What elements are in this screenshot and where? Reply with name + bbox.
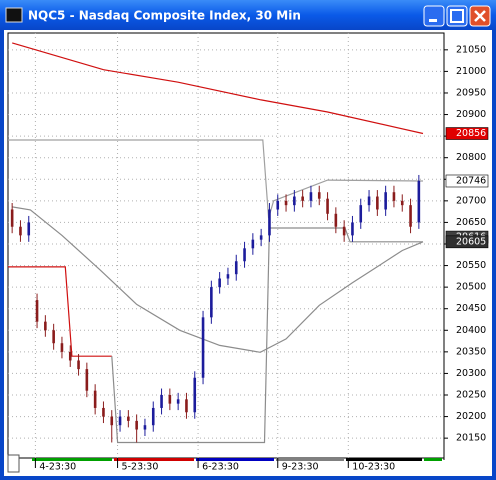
timeline-bar <box>32 458 442 461</box>
candle-body <box>68 351 72 361</box>
candle-body <box>35 300 39 322</box>
candle-body <box>284 200 288 206</box>
candle-body <box>176 399 180 404</box>
maximize-button[interactable] <box>446 5 468 27</box>
candle-body <box>367 196 371 206</box>
y-tick-label: 20200 <box>456 411 486 422</box>
y-tick-label: 21000 <box>456 66 486 77</box>
candle-body <box>243 248 246 262</box>
candle-body <box>259 235 263 240</box>
candle-body <box>326 198 329 214</box>
candle-body <box>44 321 47 331</box>
candle-body <box>102 407 105 417</box>
plot-area <box>7 32 445 459</box>
x-tick-label: 9-23:30 <box>282 462 319 473</box>
scroll-box[interactable] <box>7 454 20 473</box>
candle-body <box>151 407 155 426</box>
candle-body <box>342 226 346 236</box>
x-tick-label: 6-23:30 <box>202 462 239 473</box>
candle-body <box>52 330 55 344</box>
minimize-button[interactable] <box>423 5 445 27</box>
y-tick-label: 20250 <box>456 390 486 401</box>
window-title: NQC5 - Nasdaq Composite Index, 30 Min <box>28 9 301 23</box>
candle-body <box>85 369 89 391</box>
candle-body <box>417 180 421 223</box>
y-tick-label: 20950 <box>456 87 486 98</box>
candle-body <box>160 395 163 408</box>
y-tick-label: 20150 <box>456 433 486 444</box>
x-tick-label: 10-23:30 <box>352 462 395 473</box>
indicator-line <box>8 139 424 219</box>
candle-body <box>251 239 255 249</box>
candle-body <box>234 261 238 275</box>
indicator-line <box>12 206 424 353</box>
y-tick-label: 20650 <box>456 217 486 228</box>
candle-body <box>276 200 280 210</box>
candle-body <box>110 416 114 426</box>
candle-body <box>400 200 404 206</box>
candle-body <box>218 278 221 288</box>
price-marker <box>445 235 489 249</box>
y-tick-label: 20550 <box>456 260 486 271</box>
candle-body <box>351 222 354 236</box>
y-tick-label: 20900 <box>456 109 486 120</box>
y-tick-label: 20400 <box>456 325 486 336</box>
candle-body <box>60 343 64 352</box>
price-marker <box>445 127 489 140</box>
candle-body <box>10 209 14 227</box>
candle-body <box>143 425 147 430</box>
y-tick-label: 20350 <box>456 346 486 357</box>
candle-body <box>27 222 31 236</box>
indicator-line <box>8 266 112 357</box>
candle-body <box>309 192 313 201</box>
candle-body <box>168 395 172 404</box>
candle-body <box>409 205 412 227</box>
price-marker-label: 20605 <box>456 236 486 247</box>
candle-body <box>193 377 197 413</box>
x-tick-label: 5-23:30 <box>122 462 159 473</box>
candle-body <box>210 287 213 318</box>
candle-body <box>317 192 321 199</box>
candle-body <box>201 317 205 378</box>
y-tick-label: 20800 <box>456 152 486 163</box>
candle-body <box>384 192 387 210</box>
chart: 20150 20200 20250 20300 20350 20400 20450 20500… <box>8 33 489 473</box>
y-tick-label: 20700 <box>456 195 486 206</box>
close-button[interactable] <box>469 5 491 27</box>
y-tick-label: 21050 <box>456 44 486 55</box>
candle-body <box>376 196 379 210</box>
candle-body <box>334 213 338 227</box>
candle-body <box>93 390 97 408</box>
price-marker-label: 20856 <box>456 128 486 139</box>
candle-body <box>359 205 363 223</box>
y-tick-label: 20300 <box>456 368 486 379</box>
candle-body <box>268 209 271 236</box>
price-marker <box>445 174 489 188</box>
y-tick-label: 20500 <box>456 282 486 293</box>
candle-body <box>293 196 296 206</box>
candle-body <box>127 416 130 421</box>
x-tick-label: 4-23:30 <box>39 462 76 473</box>
title-bar <box>0 0 496 30</box>
candle-body <box>392 192 396 201</box>
candle-body <box>118 416 122 426</box>
candle-body <box>185 399 188 413</box>
candle-body <box>135 420 138 430</box>
candle-body <box>301 196 304 201</box>
candle-body <box>226 274 230 279</box>
indicator-line <box>12 42 424 135</box>
y-tick-label: 20450 <box>456 303 486 314</box>
app-icon[interactable] <box>5 7 23 23</box>
candle-body <box>77 360 80 370</box>
candle-body <box>19 226 22 236</box>
price-marker-label: 20746 <box>456 175 486 186</box>
